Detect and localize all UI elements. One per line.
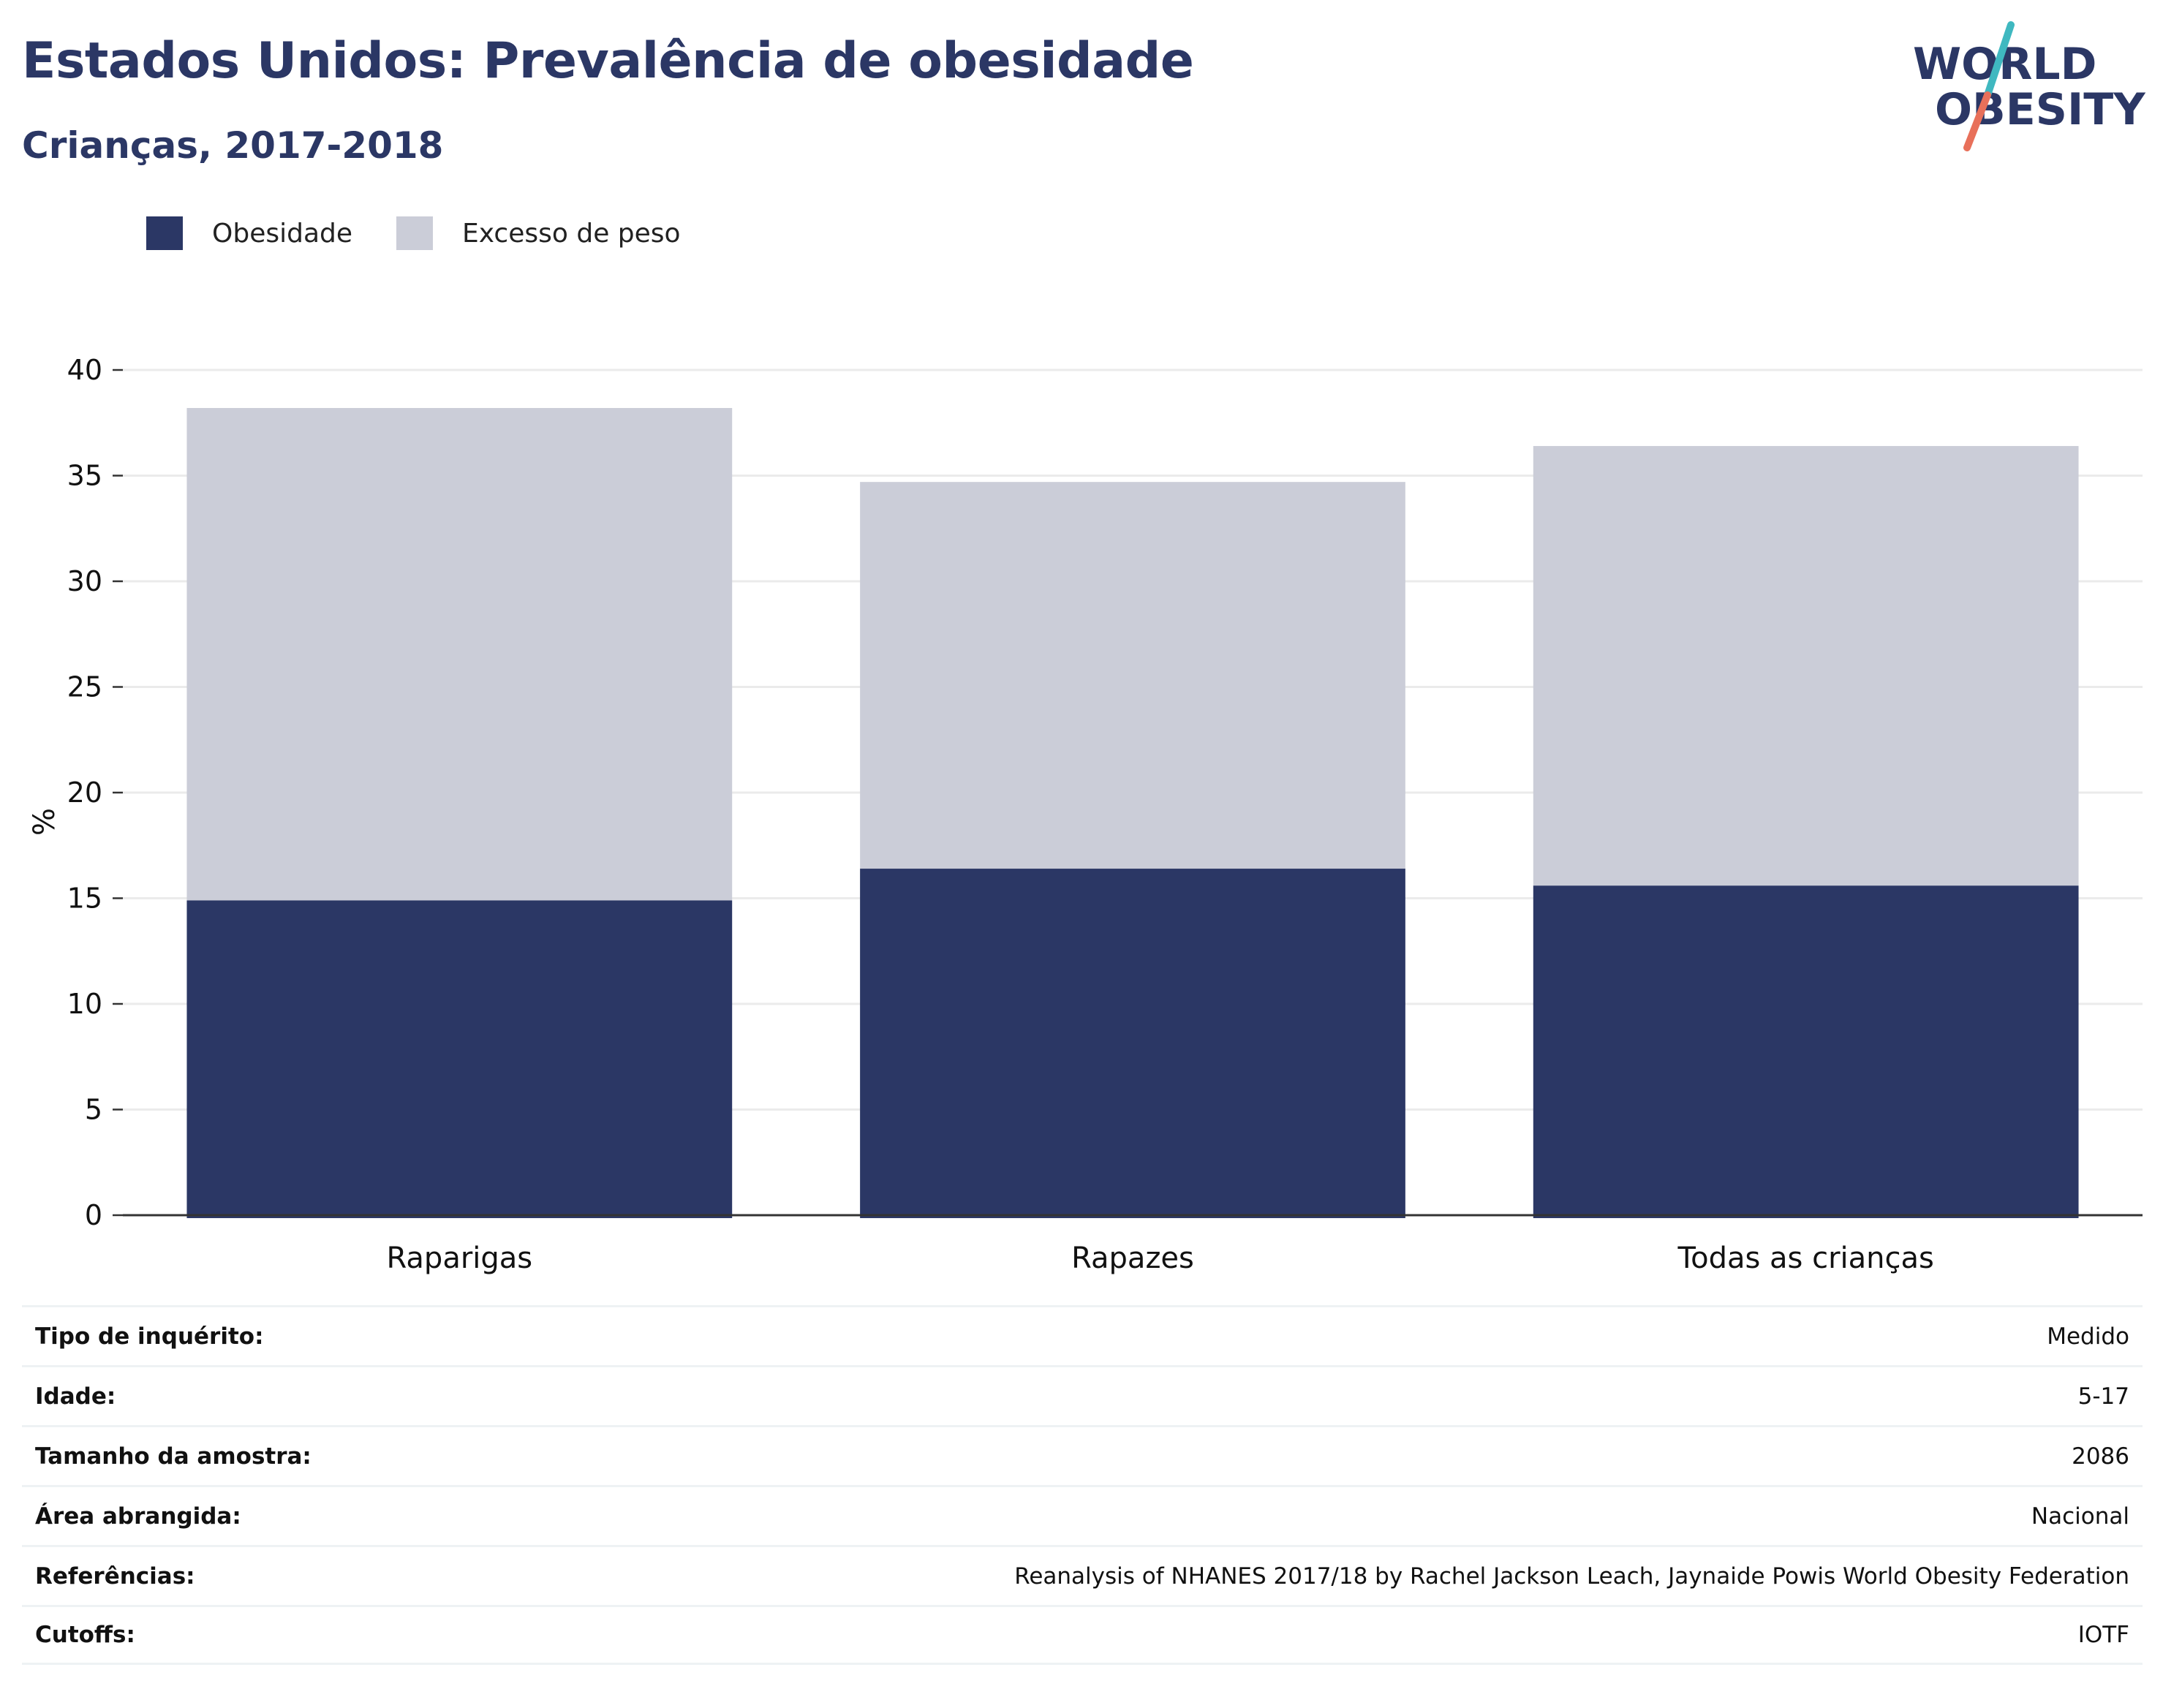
legend-swatch-excesso-de-peso	[396, 216, 434, 250]
bar-obesidade	[860, 869, 1405, 1218]
y-tick-label: 20	[67, 776, 102, 809]
bar-excesso-de-peso	[186, 408, 733, 901]
info-value-tipo-de-inquerito: Medido	[2047, 1323, 2129, 1350]
logo-slash-top	[1984, 21, 2015, 99]
legend-label-obesidade: Obesidade	[212, 218, 353, 249]
page-subtitle: Crianças, 2017-2018	[22, 124, 444, 167]
info-value-referencias: Reanalysis of NHANES 2017/18 by Rachel J…	[1014, 1562, 2129, 1590]
logo-word-obesity: OBESITY	[1935, 84, 2146, 135]
bar-excesso-de-peso	[860, 482, 1405, 869]
info-row: Tamanho da amostra: 2086	[22, 1425, 2143, 1485]
bar-obesidade	[186, 900, 733, 1218]
bar-excesso-de-peso	[1533, 446, 2079, 886]
legend-item-excesso-de-peso: Excesso de peso	[396, 216, 681, 250]
world-obesity-logo: WORLD OBESITY	[1913, 21, 2146, 151]
y-tick-label: 5	[85, 1094, 102, 1126]
x-tick-label: Todas as crianças	[1677, 1242, 1933, 1275]
info-row: Tipo de inquérito: Medido	[22, 1305, 2143, 1365]
info-value-area-abrangida: Nacional	[2031, 1503, 2129, 1530]
info-label-idade: Idade:	[35, 1383, 116, 1410]
survey-info-table: Tipo de inquérito: Medido Idade: 5-17 Ta…	[22, 1305, 2143, 1665]
info-row: Área abrangida: Nacional	[22, 1485, 2143, 1545]
y-tick-label: 40	[67, 354, 102, 386]
info-value-cutoffs: IOTF	[2077, 1622, 2129, 1648]
info-row: Referências: Reanalysis of NHANES 2017/1…	[22, 1545, 2143, 1605]
y-tick-label: 10	[67, 988, 102, 1020]
info-label-tipo-de-inquerito: Tipo de inquérito:	[35, 1323, 264, 1350]
y-tick-label: 15	[67, 883, 102, 915]
chart-legend: Obesidade Excesso de peso	[146, 216, 725, 250]
logo-slash-bottom	[1963, 91, 1991, 151]
info-row: Cutoffs: IOTF	[22, 1605, 2143, 1665]
y-tick-label: 35	[67, 460, 102, 492]
info-label-referencias: Referências:	[35, 1562, 195, 1590]
legend-swatch-obesidade	[146, 216, 183, 250]
legend-label-excesso-de-peso: Excesso de peso	[462, 218, 681, 249]
info-row: Idade: 5-17	[22, 1365, 2143, 1425]
y-tick-label: 25	[67, 671, 102, 703]
x-tick-label: Rapazes	[1071, 1242, 1194, 1275]
x-tick-label: Raparigas	[387, 1242, 533, 1275]
legend-item-obesidade: Obesidade	[146, 216, 352, 250]
y-tick-label: 0	[85, 1199, 102, 1231]
info-value-tamanho-da-amostra: 2086	[2072, 1443, 2129, 1470]
page-title: Estados Unidos: Prevalência de obesidade	[22, 32, 1194, 90]
stacked-bar-chart: 0 5 10 15 20 25 30 35 40% Raparigas Rapazes Todas a…	[28, 354, 2143, 1275]
bar-obesidade	[1533, 885, 2079, 1218]
y-axis-label: %	[28, 808, 61, 836]
info-label-tamanho-da-amostra: Tamanho da amostra:	[35, 1443, 312, 1470]
info-label-area-abrangida: Área abrangida:	[35, 1503, 241, 1530]
info-label-cutoffs: Cutoffs:	[35, 1622, 135, 1648]
info-value-idade: 5-17	[2077, 1383, 2129, 1410]
y-tick-label: 30	[67, 565, 102, 597]
